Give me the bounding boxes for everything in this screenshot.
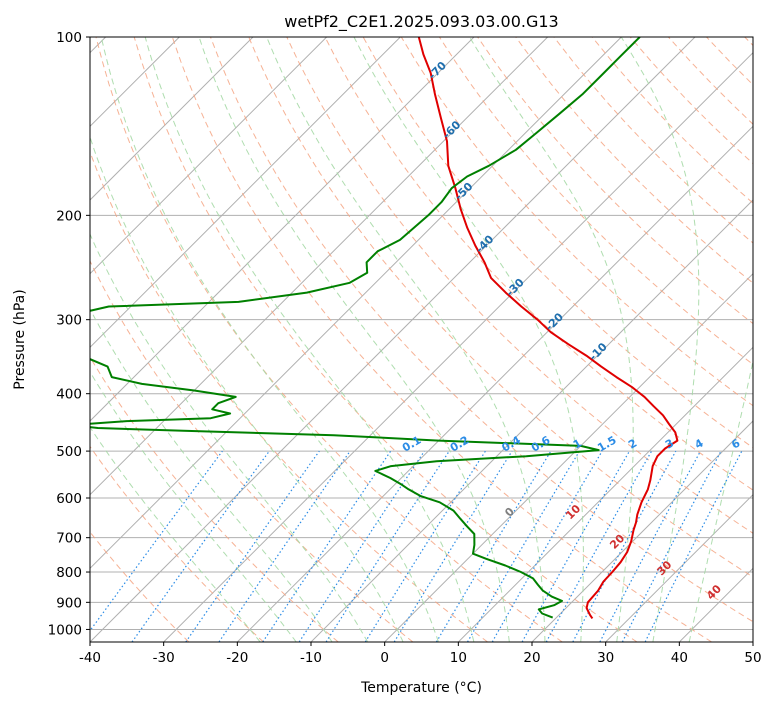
y-tick-label: 1000 xyxy=(48,622,82,638)
dewpoint-profile-line xyxy=(90,37,641,619)
temperature-profile-line xyxy=(417,37,679,619)
isotherm-line xyxy=(90,37,401,349)
isotherm-line xyxy=(90,37,696,642)
x-tick-label: -40 xyxy=(79,650,101,666)
y-tick-label: 700 xyxy=(56,531,82,547)
tick-layer: -40 -30 -20 -10 0 10 20 30 40 50 100 200 300 400 500 60… xyxy=(48,30,762,666)
dry-adiabat-line xyxy=(324,37,753,491)
y-tick-label: 600 xyxy=(56,491,82,507)
moist-adiabat-line xyxy=(620,37,700,642)
mixing-ratio-line xyxy=(545,450,653,642)
y-tick-label: 800 xyxy=(56,565,82,581)
x-tick-label: -30 xyxy=(153,650,175,666)
dry-adiabat-line xyxy=(171,37,712,642)
y-tick-label: 300 xyxy=(56,313,82,329)
x-tick-label: -20 xyxy=(226,650,248,666)
mixing-ratio-line xyxy=(325,450,450,642)
chart-title: wetPf2_C2E1.2025.093.03.00.G13 xyxy=(284,12,558,32)
moist-adiabat-line xyxy=(144,37,475,642)
mixing-ratio-line xyxy=(644,450,743,642)
moist-adiabat-line xyxy=(353,37,584,642)
isotherm-line xyxy=(90,37,328,275)
y-tick-label: 100 xyxy=(56,30,82,46)
mixing-ratio-line xyxy=(90,450,223,632)
dry-adiabat-line xyxy=(133,37,638,642)
isotherm-line xyxy=(457,346,753,642)
mixing-ratio-line xyxy=(262,450,392,642)
moist-adiabat-line xyxy=(90,426,261,642)
moist-adiabat-line xyxy=(198,37,510,642)
mixing-ratio-line xyxy=(393,450,513,642)
dry-adiabat-line xyxy=(90,259,414,642)
isotherm-line xyxy=(531,420,753,642)
moist-adiabat-line xyxy=(90,308,333,642)
moist-adiabat-line xyxy=(100,37,439,642)
isotherm-line xyxy=(605,493,753,642)
dry-adiabat-line xyxy=(515,37,753,284)
y-tick-label: 900 xyxy=(56,595,82,611)
plot-background xyxy=(90,37,753,642)
isotherm-line xyxy=(90,37,475,422)
mixing-ratio-line xyxy=(218,450,351,642)
dry-adiabat-line xyxy=(248,37,753,578)
plot-frame xyxy=(89,36,754,643)
x-tick-label: 30 xyxy=(597,650,614,666)
y-tick-label: 400 xyxy=(56,387,82,403)
dry-adiabat-line xyxy=(210,37,753,623)
x-tick-label: 10 xyxy=(450,650,467,666)
x-tick-label: 50 xyxy=(744,650,761,666)
y-axis-label: Pressure (hPa) xyxy=(12,289,28,389)
moist-adiabat-line xyxy=(90,370,297,642)
mixing-ratio-line xyxy=(185,450,320,642)
isotherm-line xyxy=(90,37,622,570)
dry-adiabat-line xyxy=(286,37,753,534)
isotherm-line xyxy=(384,272,753,642)
series-layer xyxy=(90,37,679,619)
dry-adiabat-line xyxy=(90,356,339,642)
y-tick-label: 200 xyxy=(56,208,82,224)
isotherm-line xyxy=(236,125,753,642)
dry-adiabat-line xyxy=(95,37,563,642)
isotherm-line xyxy=(90,37,254,201)
moist-adiabat-line xyxy=(90,232,369,642)
x-tick-label: 40 xyxy=(671,650,688,666)
mixing-ratio-line xyxy=(131,450,270,642)
mixing-ratio-line xyxy=(298,450,425,642)
y-tick-label: 500 xyxy=(56,444,82,460)
moist-adiabat-line xyxy=(688,358,753,642)
moist-adiabat-line xyxy=(90,135,404,642)
mixing-ratio-line xyxy=(572,450,677,642)
dry-adiabat-line xyxy=(90,445,264,642)
mixing-ratio-line xyxy=(521,450,631,642)
x-axis-label: Temperature (°C) xyxy=(360,680,482,696)
moist-adiabat-line xyxy=(266,37,546,642)
x-tick-label: 0 xyxy=(380,650,389,666)
isotherm-line xyxy=(163,51,753,642)
x-tick-label: 20 xyxy=(523,650,540,666)
x-tick-label: -10 xyxy=(300,650,322,666)
